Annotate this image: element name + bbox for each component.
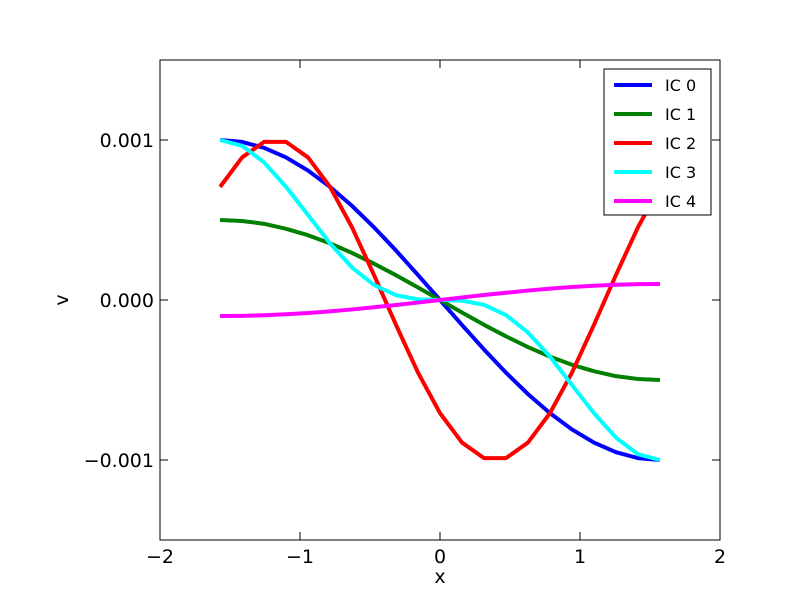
y-axis-ticks: −0.001 0.000 0.001 [84,130,720,472]
x-tick-label-4: 2 [714,546,726,568]
x-tick-label-1: −1 [286,546,314,568]
y-tick-label-1: 0.000 [100,290,154,312]
legend-label-2: IC 2 [665,134,696,153]
legend-label-1: IC 1 [665,105,696,124]
x-axis-label: x [434,566,445,588]
legend: IC 0 IC 1 IC 2 IC 3 IC 4 [603,68,712,216]
y-axis-label: v [51,294,73,305]
x-axis-ticks: −2 −1 0 1 2 [146,60,726,568]
x-tick-label-0: −2 [146,546,174,568]
y-tick-label-2: 0.001 [100,130,154,152]
x-tick-label-3: 1 [574,546,586,568]
legend-label-0: IC 0 [665,76,696,95]
x-tick-label-2: 0 [434,546,446,568]
series-line-2 [218,139,662,461]
y-tick-label-0: −0.001 [84,450,154,472]
series-line-4 [220,282,660,318]
legend-label-4: IC 4 [665,192,696,211]
series-layer [218,138,662,462]
legend-label-3: IC 3 [665,163,696,182]
